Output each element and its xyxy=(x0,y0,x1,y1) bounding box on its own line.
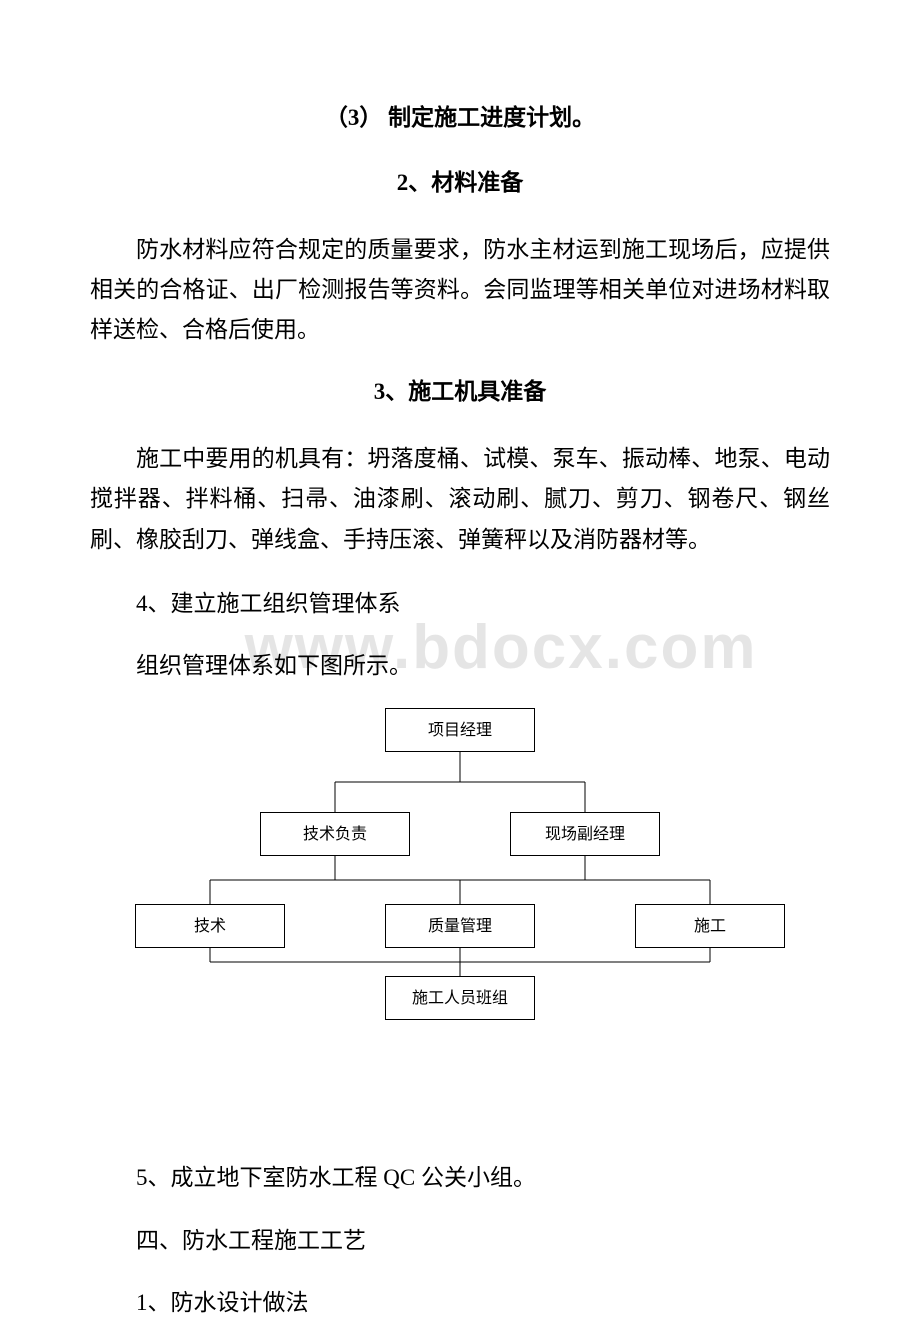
heading-materials: 2、材料准备 xyxy=(90,165,830,202)
org-node-n0: 项目经理 xyxy=(385,708,535,752)
spacer xyxy=(90,1018,830,1158)
heading-tools: 3、施工机具准备 xyxy=(90,374,830,411)
line-org-system: 4、建立施工组织管理体系 xyxy=(90,584,830,624)
line-qc-group: 5、成立地下室防水工程 QC 公关小组。 xyxy=(90,1158,830,1198)
paragraph-tools: 施工中要用的机具有：坍落度桶、试模、泵车、振动棒、地泵、电动搅拌器、拌料桶、扫帚… xyxy=(90,439,830,560)
line-design-method: 1、防水设计做法 xyxy=(90,1283,830,1323)
org-node-n3: 技术 xyxy=(135,904,285,948)
org-chart: 项目经理技术负责 现场副经理技术 质量管理 施工施工人员班组 xyxy=(90,708,830,1018)
line-process-heading: 四、防水工程施工工艺 xyxy=(90,1221,830,1261)
heading-3: （3） 制定施工进度计划。 xyxy=(90,100,830,137)
org-node-n4: 质量管理 xyxy=(385,904,535,948)
org-node-n5: 施工 xyxy=(635,904,785,948)
org-node-n2: 现场副经理 xyxy=(510,812,660,856)
org-chart-connectors xyxy=(90,708,830,1018)
paragraph-materials: 防水材料应符合规定的质量要求，防水主材运到施工现场后，应提供相关的合格证、出厂检… xyxy=(90,230,830,351)
org-node-n1: 技术负责 xyxy=(260,812,410,856)
line-org-caption: 组织管理体系如下图所示。 xyxy=(90,646,830,686)
org-node-n6: 施工人员班组 xyxy=(385,976,535,1020)
